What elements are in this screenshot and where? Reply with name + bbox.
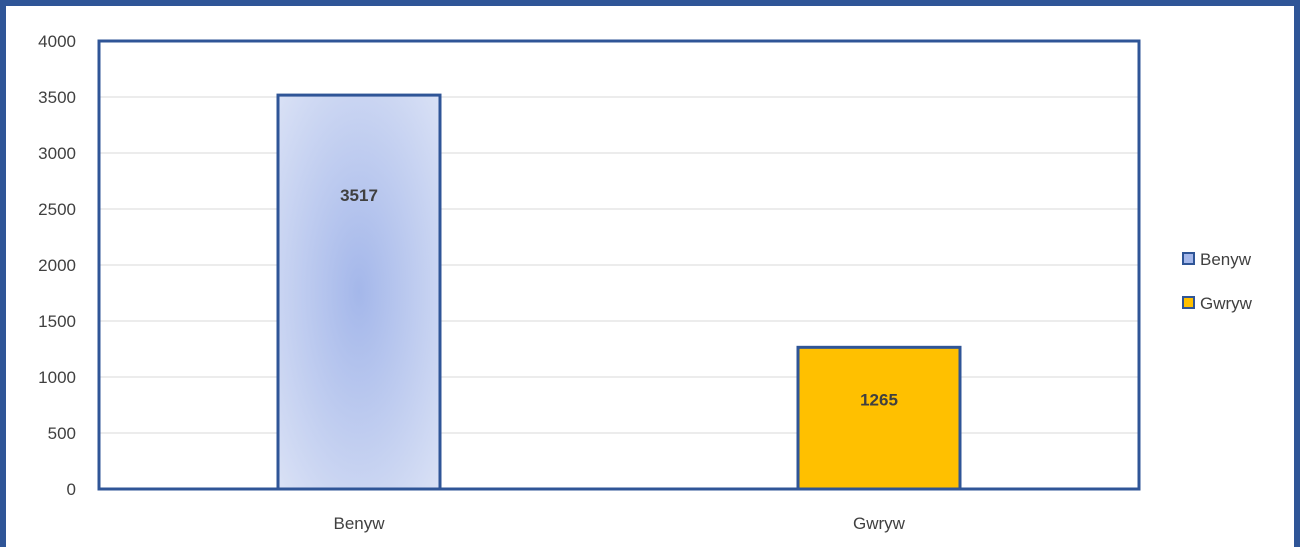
y-tick-label: 3500: [38, 88, 76, 107]
x-category-label: Benyw: [333, 514, 385, 533]
bar-benyw: [276, 93, 442, 491]
bars: 3517 1265: [276, 93, 962, 491]
legend-swatch-benyw: [1182, 252, 1195, 265]
y-axis-ticks: 0 500 1000 1500 2000 2500 3000 3500 4000: [38, 32, 76, 499]
y-tick-label: 500: [48, 424, 76, 443]
y-tick-label: 0: [67, 480, 76, 499]
y-tick-label: 1000: [38, 368, 76, 387]
data-label: 1265: [860, 390, 898, 409]
legend-label: Gwryw: [1200, 294, 1253, 313]
x-category-label: Gwryw: [853, 514, 906, 533]
legend-swatch-gwryw: [1182, 296, 1195, 309]
bar-gwryw: [796, 345, 962, 491]
data-label: 3517: [340, 186, 378, 205]
y-tick-label: 2500: [38, 200, 76, 219]
y-tick-label: 2000: [38, 256, 76, 275]
legend: Benyw Gwryw: [1182, 250, 1253, 313]
x-axis-categories: Benyw Gwryw: [333, 514, 905, 533]
y-tick-label: 4000: [38, 32, 76, 51]
legend-label: Benyw: [1200, 250, 1252, 269]
plot-area-border: [97, 39, 1141, 491]
y-tick-label: 1500: [38, 312, 76, 331]
gridlines: [97, 39, 1141, 491]
y-tick-label: 3000: [38, 144, 76, 163]
